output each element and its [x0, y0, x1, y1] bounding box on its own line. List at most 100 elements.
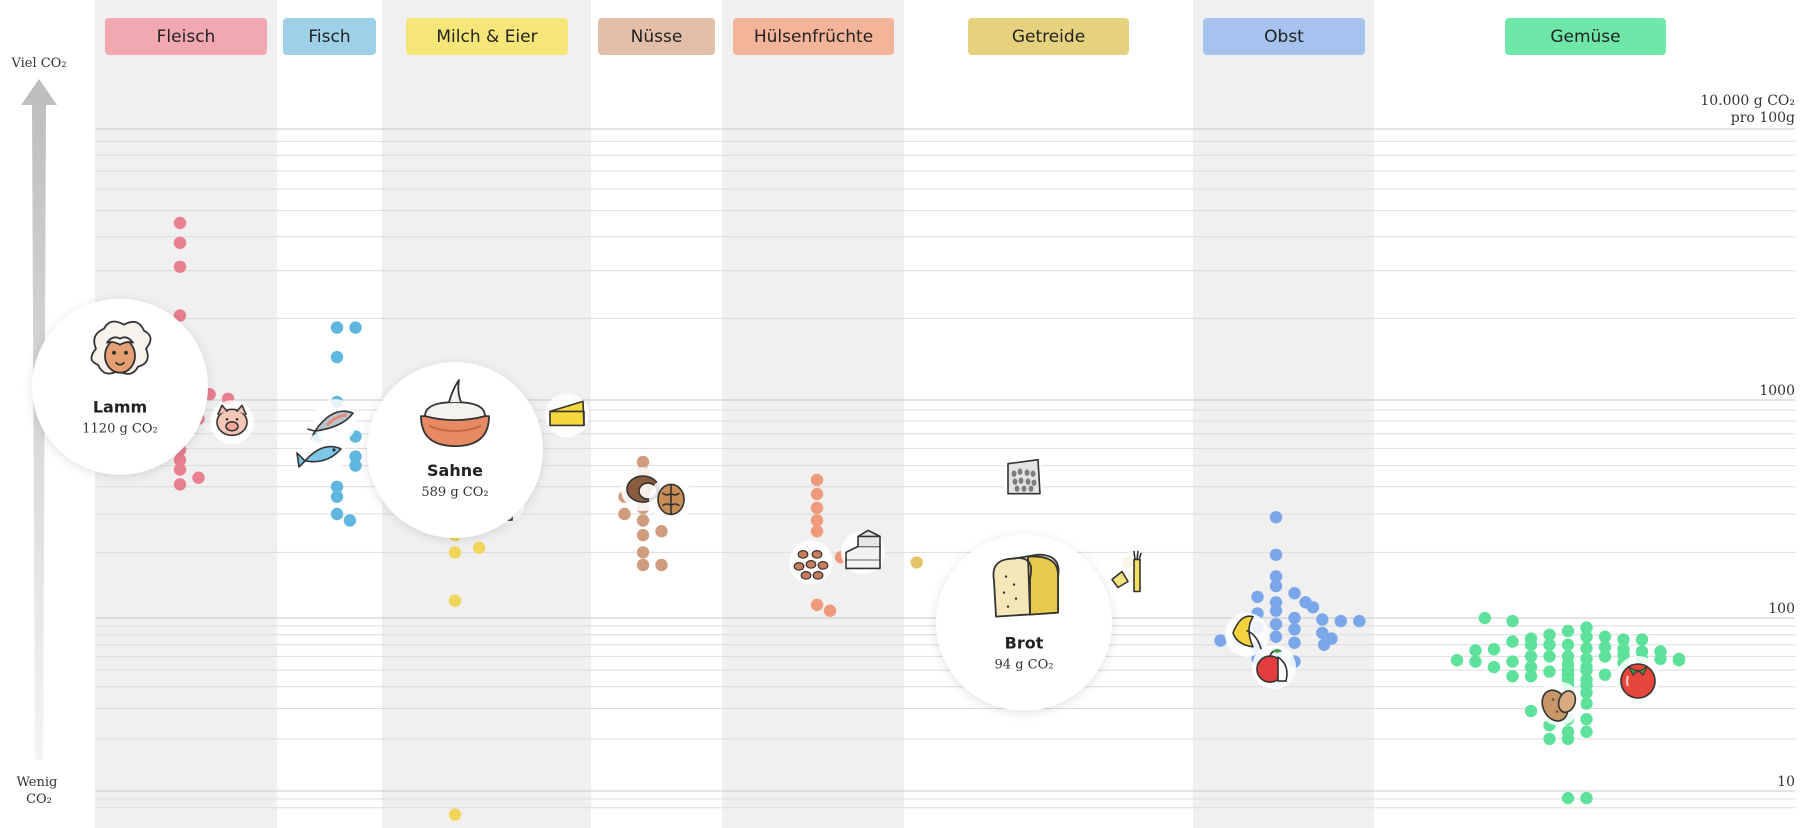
data-point-fisch[interactable] [330, 507, 344, 521]
data-point-gemuese[interactable] [1506, 614, 1519, 628]
pasta-icon[interactable] [1111, 550, 1156, 596]
data-point-obst[interactable] [1269, 630, 1283, 643]
data-point-gemuese[interactable] [1598, 640, 1612, 654]
data-point-gemuese[interactable] [1598, 630, 1612, 643]
data-point-gemuese[interactable] [1580, 630, 1593, 643]
data-point-fleisch[interactable] [173, 478, 187, 491]
data-point-gemuese[interactable] [1450, 654, 1464, 667]
data-point-gemuese[interactable] [1524, 638, 1538, 651]
data-point-gemuese[interactable] [1469, 655, 1482, 668]
data-point-obst[interactable] [1269, 604, 1283, 617]
data-point-fisch[interactable] [330, 350, 344, 364]
data-point-fisch[interactable] [349, 459, 362, 472]
data-point-obst[interactable] [1353, 614, 1366, 628]
data-point-obst[interactable] [1214, 634, 1227, 647]
data-point-gemuese[interactable] [1543, 638, 1556, 651]
data-point-gemuese[interactable] [1580, 697, 1593, 710]
trout-icon[interactable] [307, 399, 357, 444]
data-point-huelsenfruechte[interactable] [810, 487, 824, 501]
data-point-obst[interactable] [1288, 587, 1301, 600]
data-point-gemuese[interactable] [1617, 633, 1630, 646]
data-point-gemuese[interactable] [1561, 624, 1575, 638]
data-point-nuesse[interactable] [636, 455, 650, 469]
potato-icon[interactable] [1537, 681, 1581, 726]
category-header-fisch[interactable]: Fisch [283, 18, 376, 55]
data-point-nuesse[interactable] [636, 546, 650, 559]
data-point-obst[interactable] [1251, 590, 1264, 604]
data-point-fleisch[interactable] [192, 471, 205, 484]
data-point-gemuese[interactable] [1672, 652, 1686, 666]
data-point-gemuese[interactable] [1598, 650, 1612, 663]
data-point-obst[interactable] [1269, 570, 1283, 583]
data-point-huelsenfruechte[interactable] [810, 501, 824, 515]
data-point-milch-und-eier[interactable] [448, 594, 462, 607]
data-point-fisch[interactable] [330, 480, 344, 493]
callout-lamm[interactable]: Lamm 1120 g CO₂ [32, 298, 208, 475]
data-point-obst[interactable] [1269, 618, 1283, 631]
data-point-gemuese[interactable] [1561, 791, 1575, 805]
data-point-gemuese[interactable] [1506, 635, 1519, 648]
data-point-gemuese[interactable] [1543, 732, 1556, 746]
data-point-nuesse[interactable] [636, 514, 650, 527]
data-point-getreide[interactable] [910, 556, 923, 569]
data-point-obst[interactable] [1316, 613, 1329, 626]
data-point-gemuese[interactable] [1580, 641, 1593, 655]
data-point-fisch[interactable] [349, 321, 362, 334]
data-point-fisch[interactable] [349, 450, 362, 463]
tomato-icon[interactable] [1616, 656, 1660, 700]
pig-icon[interactable] [210, 400, 254, 445]
data-point-gemuese[interactable] [1561, 732, 1575, 746]
data-point-fleisch[interactable] [173, 216, 187, 230]
data-point-gemuese[interactable] [1598, 668, 1612, 681]
data-point-nuesse[interactable] [655, 558, 668, 572]
data-point-obst[interactable] [1317, 638, 1331, 651]
data-point-gemuese[interactable] [1580, 713, 1593, 726]
data-point-huelsenfruechte[interactable] [810, 473, 824, 487]
data-point-gemuese[interactable] [1506, 670, 1519, 683]
category-header-fleisch[interactable]: Fleisch [105, 18, 267, 55]
data-point-fleisch[interactable] [173, 453, 187, 467]
data-point-gemuese[interactable] [1543, 628, 1556, 641]
data-point-nuesse[interactable] [618, 507, 631, 521]
data-point-nuesse[interactable] [636, 528, 650, 542]
category-header-nuesse[interactable]: Nüsse [598, 18, 715, 55]
walnut-icon[interactable] [649, 477, 693, 522]
data-point-gemuese[interactable] [1654, 652, 1667, 666]
category-header-milch-und-eier[interactable]: Milch & Eier [406, 18, 568, 55]
data-point-nuesse[interactable] [655, 525, 668, 538]
data-point-fleisch[interactable] [173, 236, 187, 250]
data-point-gemuese[interactable] [1580, 791, 1593, 805]
category-header-obst[interactable]: Obst [1203, 18, 1365, 55]
data-point-milch-und-eier[interactable] [472, 541, 486, 554]
data-point-obst[interactable] [1316, 626, 1329, 640]
data-point-gemuese[interactable] [1524, 670, 1538, 683]
oats-icon[interactable] [1002, 455, 1046, 500]
banana-icon[interactable] [1225, 612, 1269, 657]
data-point-obst[interactable] [1306, 601, 1320, 614]
data-point-gemuese[interactable] [1524, 650, 1538, 663]
data-point-huelsenfruechte[interactable] [823, 604, 837, 617]
data-point-gemuese[interactable] [1580, 725, 1593, 738]
data-point-gemuese[interactable] [1506, 655, 1519, 668]
data-point-gemuese[interactable] [1561, 638, 1575, 651]
data-point-huelsenfruechte[interactable] [810, 598, 824, 611]
data-point-gemuese[interactable] [1524, 660, 1538, 674]
data-point-huelsenfruechte[interactable] [810, 525, 824, 538]
category-header-huelsenfruechte[interactable]: Hülsenfrüchte [733, 18, 894, 55]
data-point-obst[interactable] [1288, 611, 1301, 625]
data-point-obst[interactable] [1288, 623, 1301, 636]
data-point-gemuese[interactable] [1635, 633, 1649, 646]
data-point-nuesse[interactable] [636, 558, 650, 572]
callout-sahne[interactable]: Sahne 589 g CO₂ [367, 362, 543, 539]
data-point-obst[interactable] [1269, 579, 1283, 593]
cheese-icon[interactable] [545, 393, 589, 438]
category-header-gemuese[interactable]: Gemüse [1505, 18, 1666, 55]
data-point-huelsenfruechte[interactable] [810, 514, 824, 527]
fish-icon[interactable] [296, 432, 345, 477]
data-point-fleisch[interactable] [173, 309, 187, 322]
data-point-gemuese[interactable] [1580, 663, 1593, 677]
data-point-fleisch[interactable] [173, 463, 187, 476]
data-point-milch-und-eier[interactable] [448, 808, 462, 821]
data-point-gemuese[interactable] [1478, 611, 1492, 625]
data-point-obst[interactable] [1288, 636, 1301, 649]
